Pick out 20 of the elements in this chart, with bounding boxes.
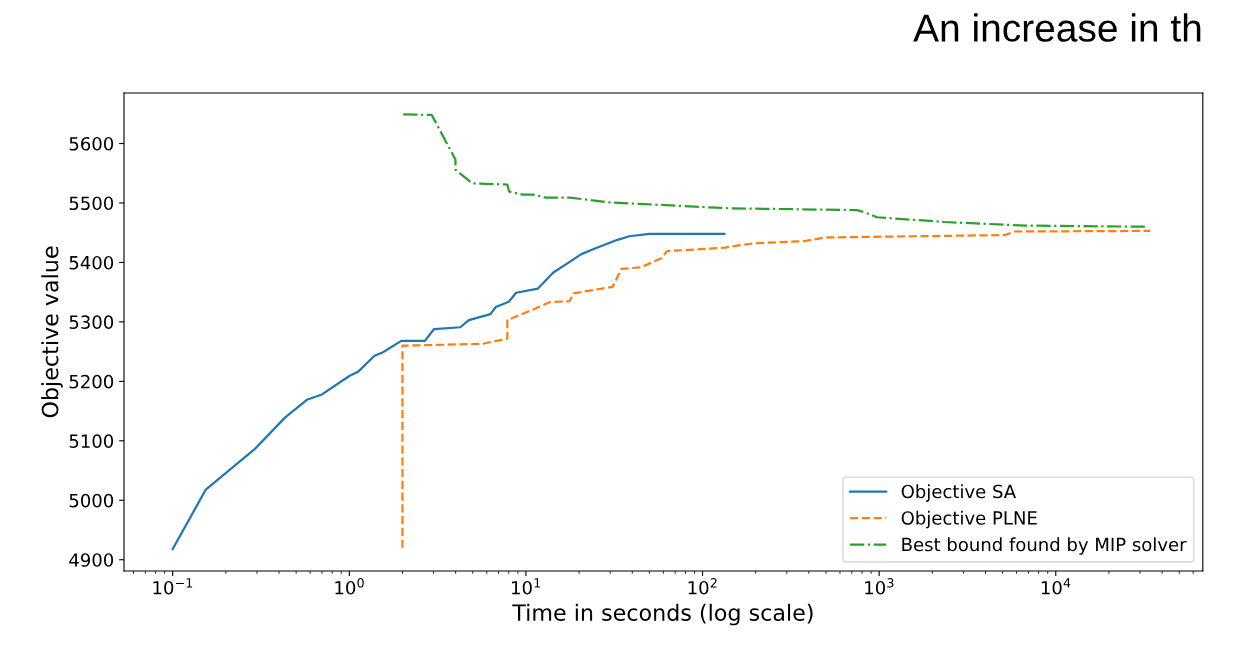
x-tick-label: 10$^{−1}$	[153, 578, 193, 595]
y-tick-label: 5600	[69, 136, 114, 151]
legend-label: Objective SA	[901, 484, 1016, 502]
y-axis-title: Objective value	[41, 246, 63, 418]
legend-label: Best bound found by MIP solver	[902, 537, 1187, 555]
y-tick-label: 5100	[69, 434, 114, 448]
y-tick-label: 5500	[69, 196, 114, 211]
x-axis-title: Time in seconds (log scale)	[512, 603, 813, 626]
legend-label: Objective PLNE	[901, 510, 1037, 529]
chart-title: An increase in th	[913, 13, 1201, 42]
x-tick-label: 10$^{0}$	[335, 578, 364, 595]
y-tick-label: 4900	[69, 553, 114, 567]
y-tick-label: 5200	[69, 374, 114, 389]
x-tick-label: 10$^{1}$	[512, 578, 541, 595]
y-tick-label: 5400	[69, 255, 114, 270]
y-tick-label: 5000	[69, 493, 114, 508]
x-tick-label: 10$^{3}$	[865, 578, 894, 595]
x-tick-label: 10$^{2}$	[688, 578, 717, 595]
x-tick-label: 10$^{4}$	[1041, 578, 1071, 595]
y-tick-label: 5300	[69, 315, 114, 330]
